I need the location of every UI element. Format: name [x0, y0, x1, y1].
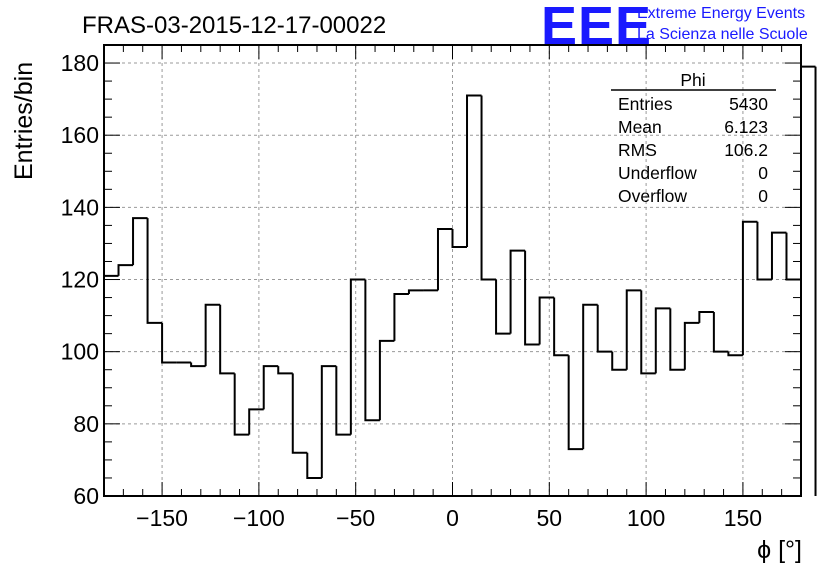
histogram-bin	[117, 264, 134, 276]
histogram-bin	[654, 307, 671, 374]
histogram-bin	[451, 229, 468, 249]
x-axis-title: ϕ [°]	[757, 536, 802, 564]
x-tick-label: 50	[537, 505, 563, 531]
y-tick-label: 160	[61, 122, 99, 148]
y-axis-tick-labels: 60 80 100 120 140 160 180	[61, 50, 99, 509]
y-tick-label: 140	[61, 194, 99, 220]
histogram-bin	[800, 65, 816, 280]
histogram-bin	[770, 231, 787, 280]
histogram-bin	[625, 289, 642, 370]
x-axis-tick-labels: −150 −100 −50 0 50 100 150	[136, 505, 762, 531]
histogram-bin	[291, 373, 308, 454]
logo-line-1: Extreme Energy Events	[637, 5, 805, 22]
stats-row-label: Overflow	[618, 186, 687, 206]
y-tick-label: 60	[73, 483, 99, 509]
histogram-bin	[553, 297, 569, 357]
x-tick-label: 150	[724, 505, 762, 531]
histogram-bin	[306, 452, 322, 479]
histogram-bin	[611, 351, 627, 371]
stats-row-value: 0	[758, 186, 768, 206]
y-tick-label: 100	[61, 339, 99, 365]
histogram-bin	[277, 366, 293, 375]
histogram-bin	[509, 249, 526, 334]
histogram-bin	[466, 94, 482, 248]
stats-row-label: Underflow	[618, 163, 697, 183]
histogram-bin	[683, 321, 700, 370]
histogram-bin	[698, 310, 714, 323]
histogram-bin	[219, 304, 235, 375]
y-tick-label: 80	[73, 411, 99, 437]
histogram-bin	[712, 311, 729, 353]
logo-line-2: La Scienza nelle Scuole	[637, 26, 808, 43]
y-axis-title: Entries/bin	[10, 62, 38, 180]
histogram-bin	[132, 217, 148, 266]
stats-row-label: Mean	[618, 117, 662, 137]
stats-title: Phi	[680, 70, 705, 90]
axis-ticks	[103, 44, 802, 497]
histogram-bin	[524, 250, 540, 346]
histogram-bin	[785, 232, 801, 281]
histogram-bin	[364, 279, 380, 422]
histogram-bin	[640, 290, 656, 375]
stats-row-value: 6.123	[724, 117, 768, 137]
x-tick-label: 100	[627, 505, 665, 531]
histogram-bin	[335, 366, 351, 436]
histogram-bin	[480, 95, 497, 281]
x-tick-label: −50	[336, 505, 375, 531]
stats-row-value: 106.2	[724, 140, 768, 160]
stats-row-value: 0	[758, 163, 768, 183]
y-tick-label: 120	[61, 267, 99, 293]
histogram-bin	[190, 362, 206, 368]
chart-title: FRAS-03-2015-12-17-00022	[82, 12, 386, 39]
histogram-bin	[727, 351, 743, 357]
histogram-bin	[741, 220, 758, 356]
histogram-bin	[669, 308, 685, 371]
histogram-series	[103, 65, 817, 496]
histogram-bin	[495, 279, 511, 335]
y-tick-label: 180	[61, 50, 99, 76]
histogram-bin	[393, 292, 409, 341]
histogram-bin	[538, 296, 555, 345]
histogram-bin	[233, 373, 250, 436]
stats-row-label: RMS	[618, 140, 657, 160]
stats-row-value: 5430	[729, 94, 768, 114]
histogram-bin	[436, 228, 453, 291]
stats-row-label: Entries	[618, 94, 673, 114]
histogram-bin	[582, 303, 598, 450]
histogram-bin	[146, 218, 163, 324]
histogram-bin	[204, 303, 221, 367]
histogram-bin	[349, 278, 366, 435]
eee-logo: EEE Extreme Energy Events La Scienza nel…	[541, 0, 808, 56]
x-tick-label: −150	[136, 505, 188, 531]
x-tick-label: −100	[233, 505, 285, 531]
eee-logo-mark: EEE	[541, 0, 652, 56]
histogram-bin	[248, 408, 264, 435]
histogram-bin	[161, 322, 177, 364]
x-tick-label: 0	[446, 505, 459, 531]
histogram-bin	[407, 289, 424, 294]
grid-lines	[104, 45, 801, 497]
histogram-bin	[103, 274, 119, 496]
histogram-bin	[320, 365, 337, 478]
stats-box: Phi Entries 5430 Mean 6.123 RMS 106.2 Underflo…	[611, 70, 776, 206]
histogram-bin	[262, 365, 279, 410]
histogram-bin	[596, 304, 613, 353]
histogram-bin	[756, 221, 772, 281]
histogram-bin	[378, 339, 395, 421]
histogram-bin	[567, 355, 584, 451]
